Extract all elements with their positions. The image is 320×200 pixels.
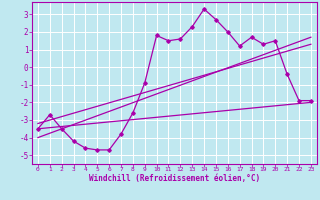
X-axis label: Windchill (Refroidissement éolien,°C): Windchill (Refroidissement éolien,°C) <box>89 174 260 183</box>
